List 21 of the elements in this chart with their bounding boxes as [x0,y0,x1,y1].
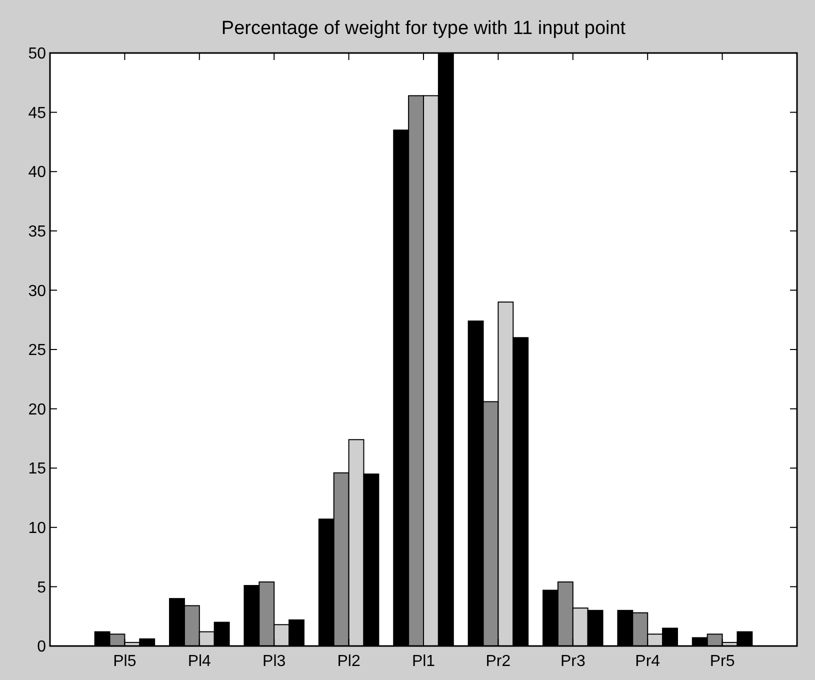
y-tick-label: 30 [28,282,46,300]
x-tick-label: Pr5 [710,653,735,670]
y-tick-label: 10 [28,520,46,537]
chart-title: Percentage of weight for type with 11 input point [221,18,626,39]
x-tick-label: Pl3 [262,653,286,670]
x-tick-label: Pr2 [486,653,511,670]
x-tick-label: Pl1 [412,653,436,670]
y-tick-label: 5 [37,579,46,596]
y-tick-label: 15 [28,460,46,478]
y-tick-label: 35 [28,224,46,240]
y-tick-label: 50 [28,46,46,63]
x-tick-label: Pl4 [188,653,212,670]
x-tick-label: Pr4 [635,653,660,670]
y-tick-label: 0 [37,638,46,656]
y-tick-label: 25 [28,342,46,360]
y-tick-label: 20 [28,401,46,418]
x-tick-label: Pl2 [337,653,360,670]
x-tick-label: Pl5 [113,653,136,670]
y-tick-label: 45 [28,104,46,122]
y-tick-label: 40 [28,164,46,182]
x-tick-label: Pr3 [560,653,586,670]
